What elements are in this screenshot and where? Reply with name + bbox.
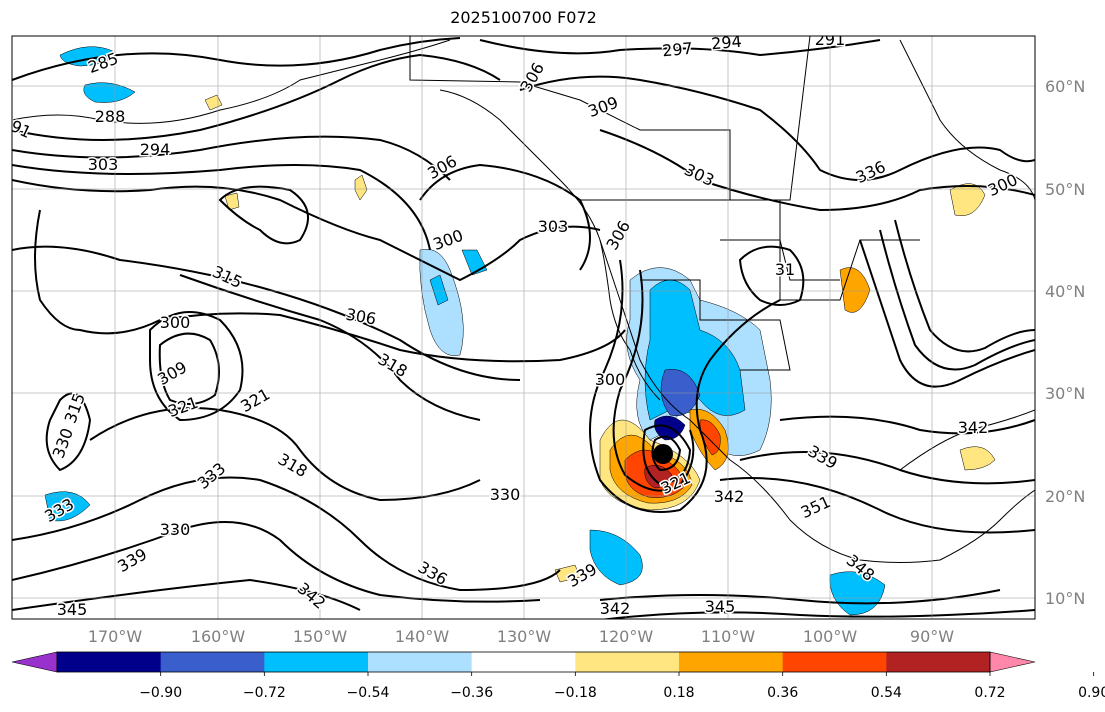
contour-label: 294 xyxy=(710,32,742,54)
graticule xyxy=(12,36,1035,619)
contour-label: 297 xyxy=(661,39,693,61)
storm-center-marker xyxy=(653,444,673,464)
latitude-label: 60°N xyxy=(1045,77,1085,96)
colorbar-segment xyxy=(886,652,991,672)
contour-label: 31 xyxy=(775,260,795,279)
colorbar-segment xyxy=(57,652,162,672)
longitude-labels: 170°W 160°W 150°W 140°W 130°W 120°W 110°W 100°W… xyxy=(88,627,954,646)
colorbar-tick-label: −0.54 xyxy=(347,685,390,701)
latitude-label: 50°N xyxy=(1045,180,1085,199)
longitude-label: 90°W xyxy=(910,627,954,646)
colorbar-tick-label: −0.90 xyxy=(139,685,182,701)
colorbar-tick-labels: −0.90 −0.72 −0.54 −0.36 −0.18 0.18 0.36 0.54 0.7… xyxy=(139,672,1105,701)
longitude-label: 120°W xyxy=(599,627,654,646)
longitude-label: 150°W xyxy=(293,627,348,646)
colorbar-tick-label: −0.36 xyxy=(450,685,493,701)
height-contours xyxy=(12,37,1035,619)
longitude-label: 160°W xyxy=(191,627,246,646)
contour-label: 342 xyxy=(958,418,989,437)
map-title: 2025100700 F072 xyxy=(450,8,597,27)
colorbar-tick-label: −0.72 xyxy=(243,685,286,701)
longitude-label: 110°W xyxy=(701,627,756,646)
longitude-label: 130°W xyxy=(497,627,552,646)
contour-label: 330 xyxy=(160,520,191,539)
colorbar-high-extend xyxy=(989,651,1036,673)
contour-label: 303 xyxy=(88,155,119,174)
colorbar-tick-label: 0.18 xyxy=(663,685,694,701)
colorbar-tick-label: −0.18 xyxy=(554,685,597,701)
plot-frame xyxy=(11,35,1036,620)
contour-label: 288 xyxy=(95,107,126,126)
contour-label: 345 xyxy=(57,600,88,619)
latitude-label: 40°N xyxy=(1045,282,1085,301)
colorbar-segment xyxy=(368,652,473,672)
colorbar-tick-label: 0.36 xyxy=(767,685,798,701)
colorbar-low-extend xyxy=(11,651,58,673)
contour-label: 300 xyxy=(595,370,626,389)
contour-label: 291 xyxy=(815,30,846,49)
contour-label: 294 xyxy=(140,140,171,159)
colorbar-tick-label: 0.90 xyxy=(1078,685,1105,701)
longitude-label: 140°W xyxy=(395,627,450,646)
latitude-label: 30°N xyxy=(1045,384,1085,403)
latitude-label: 10°N xyxy=(1045,589,1085,608)
contour-label: 345 xyxy=(705,597,736,616)
colorbar-tick-label: 0.54 xyxy=(871,685,902,701)
longitude-label: 100°W xyxy=(803,627,858,646)
contour-label: 330 xyxy=(490,485,521,504)
contour-label: 342 xyxy=(600,599,631,618)
colorbar-segment xyxy=(160,652,265,672)
contour-label: 342 xyxy=(714,487,745,506)
colorbar-segment xyxy=(575,652,680,672)
colorbar-segment xyxy=(264,652,369,672)
longitude-label: 170°W xyxy=(88,627,143,646)
contour-label: 300 xyxy=(160,313,191,332)
latitude-label: 20°N xyxy=(1045,487,1085,506)
colorbar-segment xyxy=(679,652,784,672)
colorbar xyxy=(11,651,1036,673)
colorbar-segment xyxy=(471,652,576,672)
latitude-labels: 60°N 50°N 40°N 30°N 20°N 10°N xyxy=(1045,77,1085,608)
coastlines xyxy=(12,36,1035,563)
colorbar-tick-label: 0.72 xyxy=(974,685,1005,701)
colorbar-segment xyxy=(782,652,887,672)
contour-label: 303 xyxy=(538,217,569,236)
